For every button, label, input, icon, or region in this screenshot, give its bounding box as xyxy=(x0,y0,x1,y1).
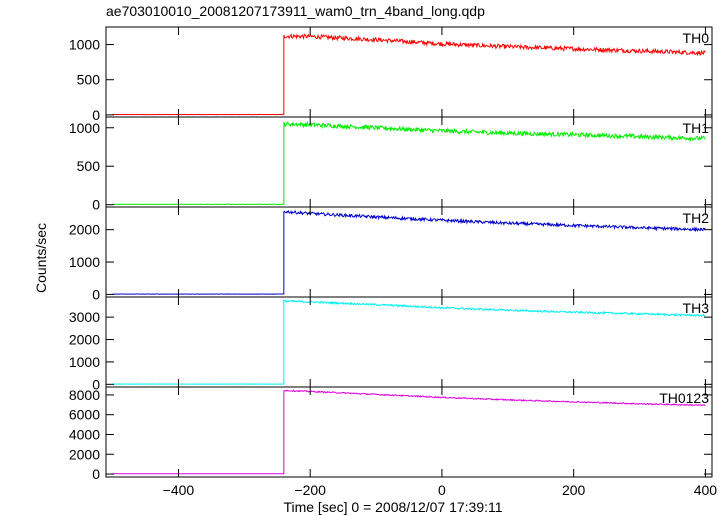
y-tick-label: 2000 xyxy=(69,332,100,348)
series-label-th0: TH0 xyxy=(683,30,710,46)
series-label-th1: TH1 xyxy=(683,120,710,136)
panel-frame xyxy=(105,116,713,208)
panel-th0: 0 500 1000 TH0 xyxy=(69,26,713,123)
y-tick-label: 0 xyxy=(92,286,100,302)
y-tick-label: 1000 xyxy=(69,120,100,136)
y-tick-label: 0 xyxy=(92,466,100,482)
y-tick-label: 2000 xyxy=(69,222,100,238)
panel-th3: 0 1000 2000 3000 TH3 xyxy=(69,296,713,392)
x-tick-label: −400 xyxy=(163,482,195,498)
panel-frame xyxy=(105,296,713,388)
y-tick-label: 500 xyxy=(77,72,101,88)
y-tick-label: 0 xyxy=(92,197,100,213)
x-tick-label: −200 xyxy=(294,482,326,498)
y-tick-label: 1000 xyxy=(69,254,100,270)
y-tick-label: 3000 xyxy=(69,309,100,325)
series-line-th3 xyxy=(112,299,706,385)
panel-frame xyxy=(105,386,713,478)
series-line-th1 xyxy=(112,120,706,206)
y-tick-label: 1000 xyxy=(69,37,100,53)
panel-th1: 0 500 1000 TH1 xyxy=(69,116,713,213)
panel-frame xyxy=(105,206,713,298)
panel-frame xyxy=(105,26,713,118)
series-line-th2 xyxy=(112,209,706,295)
y-tick-label: 2000 xyxy=(69,446,100,462)
chart-title: ae703010010_20081207173911_wam0_trn_4ban… xyxy=(106,3,485,19)
y-tick-label: 6000 xyxy=(69,407,100,423)
x-tick-label: 200 xyxy=(562,482,586,498)
series-line-th0 xyxy=(112,33,706,116)
y-tick-label: 500 xyxy=(77,158,101,174)
y-tick-label: 8000 xyxy=(69,387,100,403)
y-tick-label: 0 xyxy=(92,376,100,392)
series-line-th0123 xyxy=(112,389,706,475)
panel-th2: 0 1000 2000 TH2 xyxy=(69,206,713,302)
series-label-th2: TH2 xyxy=(683,210,710,226)
panel-th0123: 0 2000 4000 6000 8000 TH0123 xyxy=(69,386,713,482)
series-label-th3: TH3 xyxy=(683,300,710,316)
series-label-th0123: TH0123 xyxy=(659,390,709,406)
y-tick-label: 0 xyxy=(92,107,100,123)
x-tick-label: 400 xyxy=(694,482,718,498)
x-axis: −400 −200 0 200 400 xyxy=(163,482,718,498)
y-tick-label: 4000 xyxy=(69,426,100,442)
y-axis-label: Counts/sec xyxy=(33,223,49,293)
x-tick-label: 0 xyxy=(438,482,446,498)
y-tick-label: 1000 xyxy=(69,354,100,370)
x-axis-label: Time [sec] 0 = 2008/12/07 17:39:11 xyxy=(283,499,502,515)
